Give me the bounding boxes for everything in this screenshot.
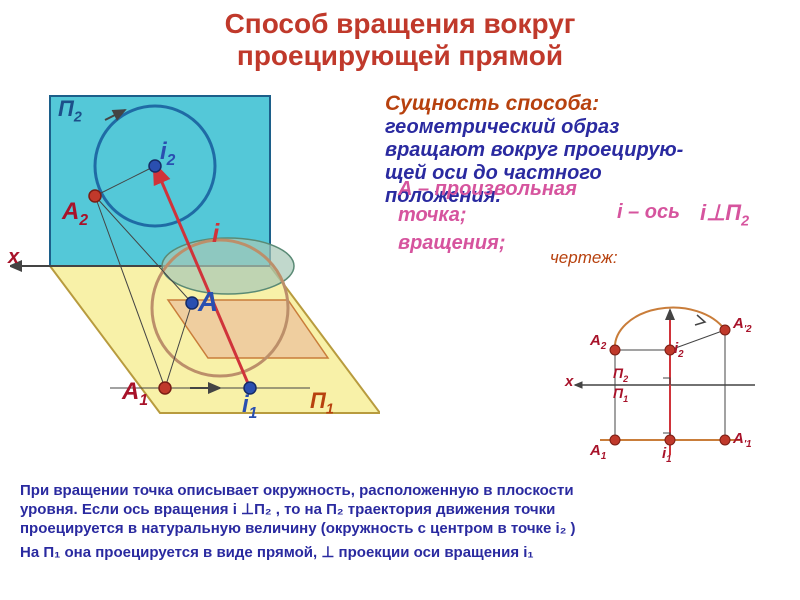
small-i1 — [665, 435, 675, 445]
bottom-p2: На П₁ она проецируется в виде прямой, ⊥ … — [20, 544, 780, 563]
label-a2: А2 — [62, 198, 88, 230]
s-label-i1: i1 — [662, 445, 672, 465]
label-a1: А1 — [122, 378, 148, 410]
label-i1: i1 — [242, 391, 257, 423]
point-a2 — [89, 190, 101, 202]
s-label-a2: А2 — [590, 332, 606, 352]
s-label-p1: П1 — [613, 385, 628, 404]
small-diagram: А2 i2 А'2 А1 i1 А'1 П2 П1 x — [555, 290, 775, 470]
small-ap1 — [720, 435, 730, 445]
s-label-ap1: А'1 — [733, 430, 752, 450]
small-ap2 — [720, 325, 730, 335]
small-a1 — [610, 435, 620, 445]
main-diagram: П2 П1 А2 i2 i А А1 i1 x — [10, 88, 380, 428]
s-label-p2: П2 — [613, 365, 628, 384]
label-p1: П1 — [310, 388, 334, 417]
s-label-i2: i2 — [674, 340, 684, 360]
overlay-l2: точка; — [398, 204, 467, 227]
s-label-a1: А1 — [590, 442, 606, 462]
overlay-l3: i – ось — [617, 201, 680, 224]
label-i: i — [212, 218, 219, 249]
label-i2: i2 — [160, 138, 175, 170]
small-a2 — [610, 345, 620, 355]
s-label-ap2: А'2 — [733, 315, 752, 335]
point-a1 — [159, 382, 171, 394]
s-label-x: x — [565, 373, 573, 390]
small-arc-arrow — [695, 315, 705, 325]
label-a: А — [198, 286, 218, 318]
overlay-l1: А – произвольная — [398, 178, 577, 201]
small-ra1 — [663, 378, 670, 385]
main-diagram-svg — [10, 88, 380, 428]
point-a — [186, 297, 198, 309]
title-line1: Способ вращения вокруг — [225, 8, 576, 39]
i-perp-p2: i⊥П2 — [700, 200, 749, 229]
bottom-p1-l2: уровня. Если ось вращения i ⊥П₂ , то на … — [20, 501, 780, 520]
page-title: Способ вращения вокруг проецирующей прям… — [0, 0, 800, 76]
label-x: x — [8, 246, 19, 269]
bottom-p1-l3: проецируется в натуральную величину (окр… — [20, 520, 780, 539]
label-p2: П2 — [58, 96, 82, 125]
bottom-text: При вращении точка описывает окружность,… — [20, 482, 780, 563]
title-line2: проецирующей прямой — [237, 40, 563, 71]
chertezh-label: чертеж: — [550, 248, 618, 268]
bottom-p1-l1: При вращении точка описывает окружность,… — [20, 482, 780, 501]
essence-title: Сущность способа: — [385, 92, 790, 116]
overlay-l4: вращения; — [398, 232, 505, 255]
